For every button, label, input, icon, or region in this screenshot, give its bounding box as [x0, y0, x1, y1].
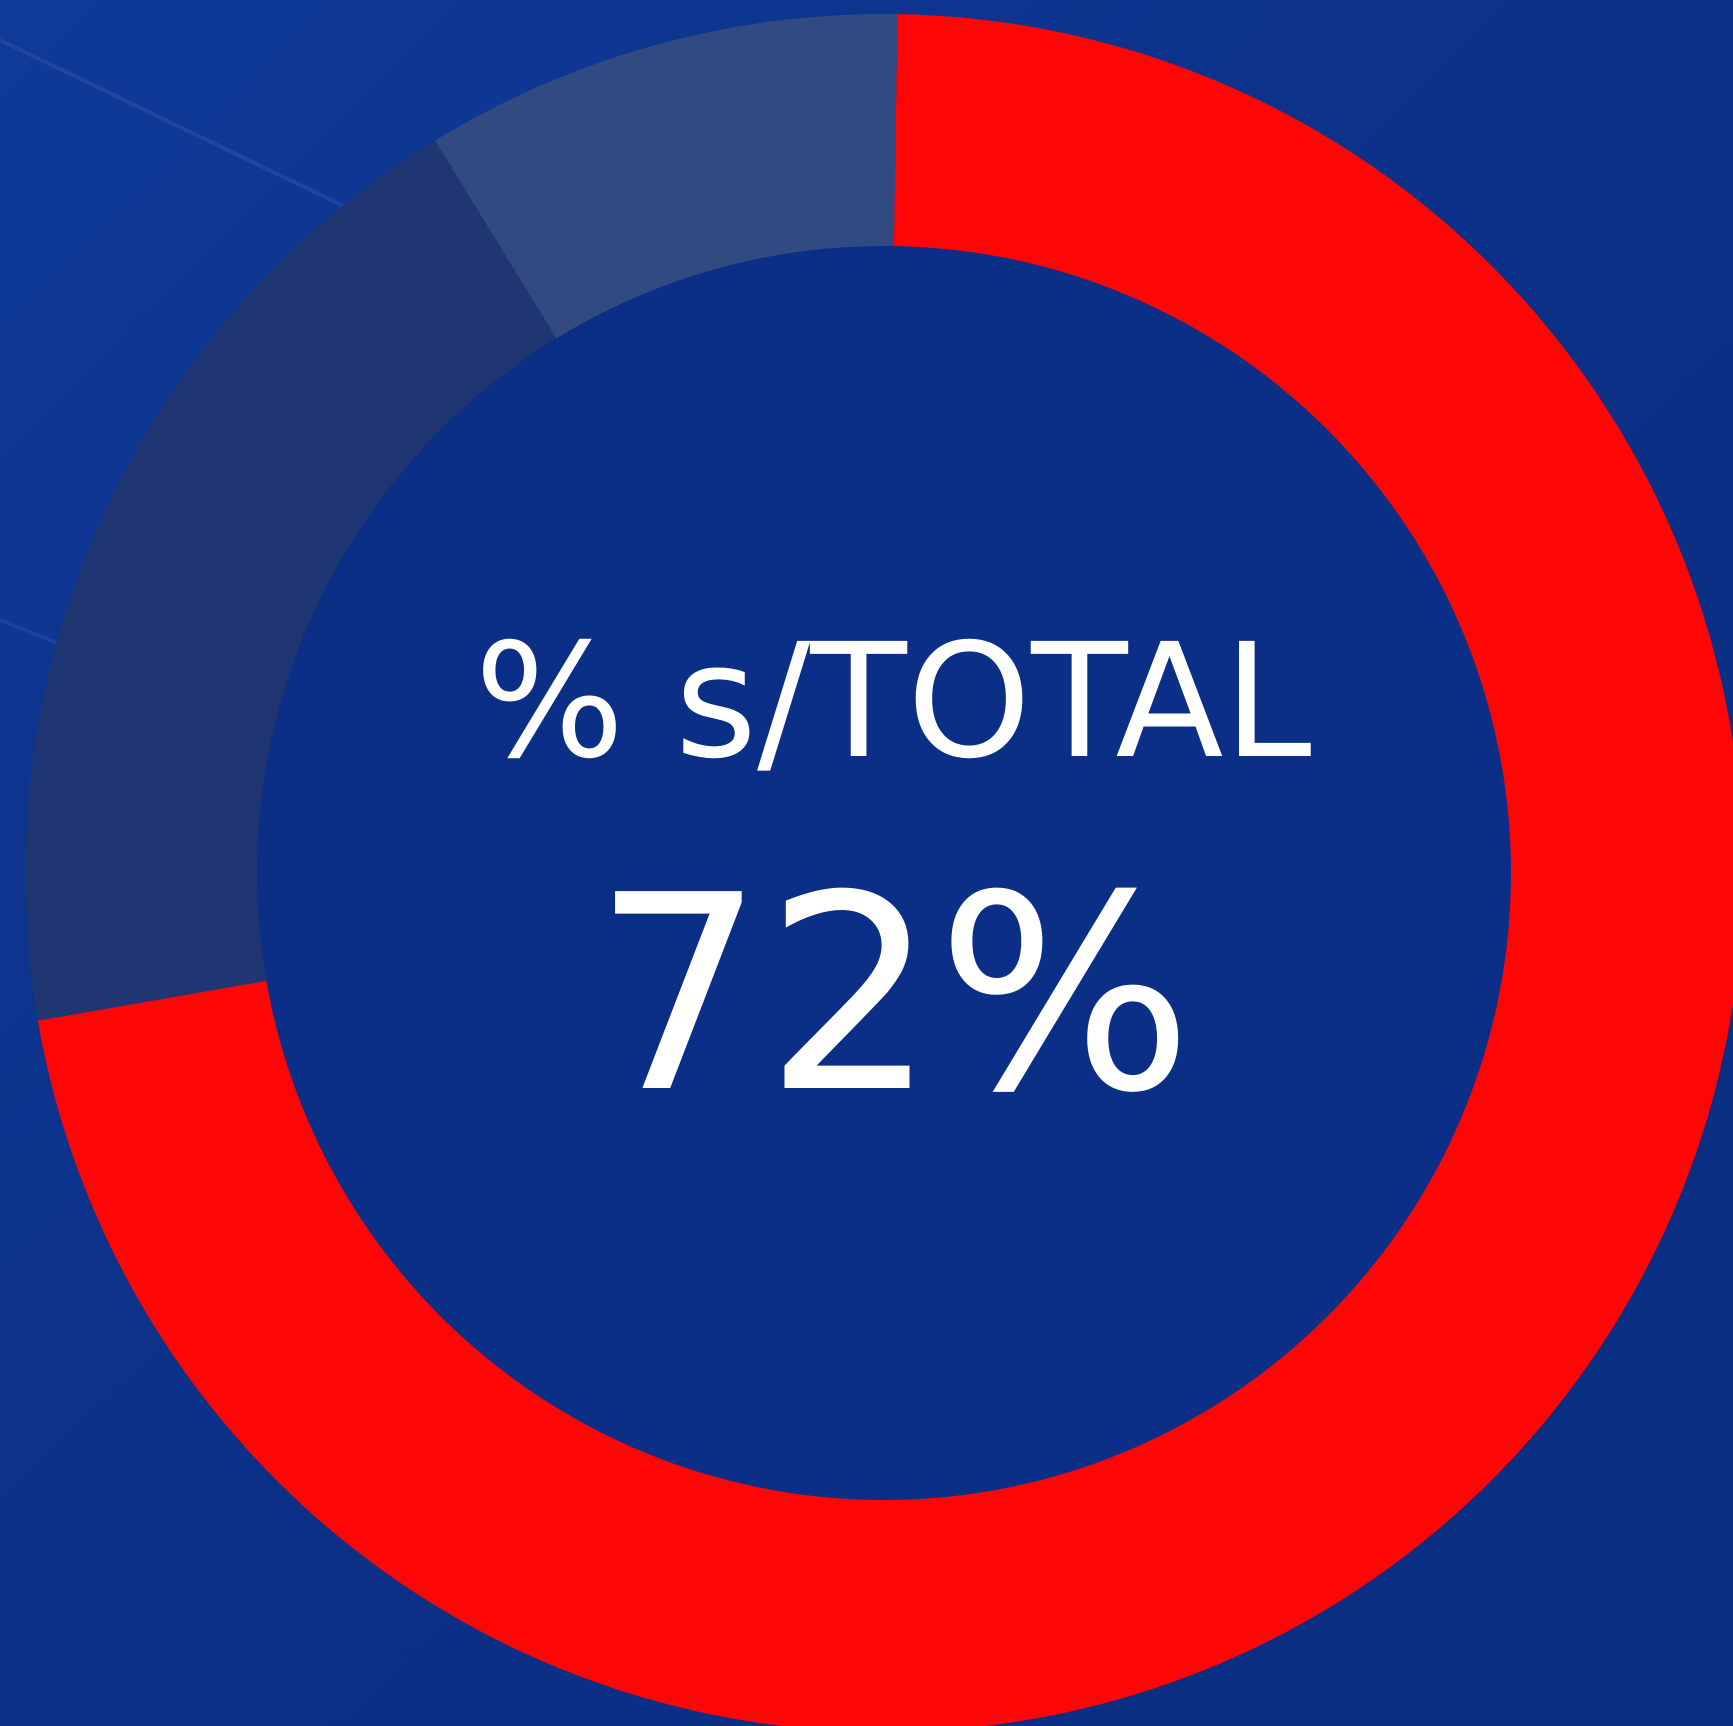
center-value-label: 72%	[593, 837, 1193, 1152]
chart-title: % s/TOTAL	[474, 610, 1311, 794]
donut-hole	[257, 246, 1511, 1500]
